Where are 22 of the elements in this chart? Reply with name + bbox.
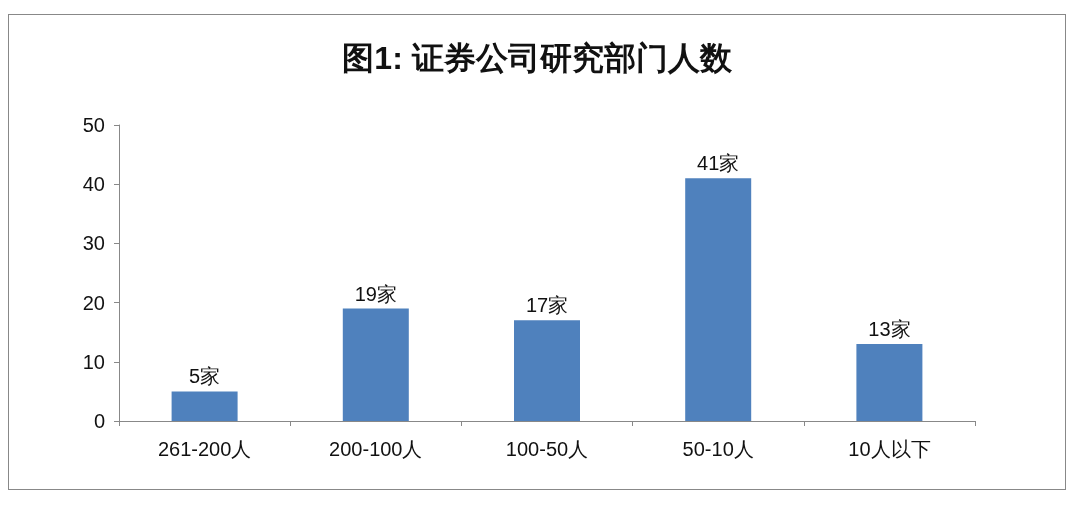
x-tick-label: 100-50人 — [505, 438, 589, 460]
data-label: 19家 — [354, 282, 397, 305]
y-tick-label: 0 — [93, 410, 105, 432]
data-label: 41家 — [697, 152, 740, 175]
x-tick-label: 261-200人 — [157, 438, 252, 460]
bar — [685, 178, 752, 421]
data-label: 17家 — [525, 294, 569, 317]
chart-title: 图1: 证券公司研究部门人数 — [342, 40, 733, 76]
x-tick-label: 200-100人 — [329, 438, 423, 460]
bar — [342, 308, 409, 421]
y-tick-label: 40 — [82, 173, 105, 196]
bar — [856, 344, 923, 421]
data-label: 13家 — [868, 318, 911, 341]
data-label: 5家 — [189, 365, 221, 388]
y-tick-label: 10 — [82, 350, 105, 373]
y-tick-label: 30 — [82, 232, 105, 255]
x-tick-label: 50-10人 — [682, 438, 754, 460]
y-tick-label: 50 — [82, 114, 105, 136]
y-tick-label: 20 — [82, 291, 105, 314]
x-tick-label: 10人以下 — [848, 438, 931, 460]
bar — [171, 391, 238, 421]
bar — [514, 320, 580, 421]
